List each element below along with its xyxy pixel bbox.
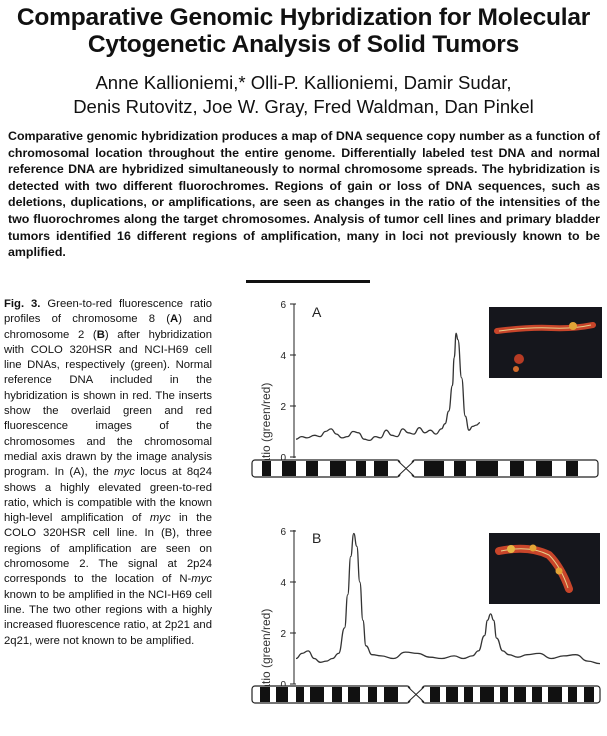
section-divider <box>246 280 370 283</box>
caption-text: in the COLO 320HSR cell line. In (B), th… <box>4 512 212 586</box>
chromosome-fragment <box>514 354 524 364</box>
chromosome-band <box>446 687 458 702</box>
y-tick-label: 6 <box>280 300 286 311</box>
chromosome-band <box>282 461 296 476</box>
chromosome-band <box>514 687 526 702</box>
y-tick-label: 6 <box>280 527 286 538</box>
caption-text: locus at 8q24 shows a highly elevated gr… <box>4 466 212 525</box>
medial-axis <box>500 548 569 589</box>
centromere <box>407 686 425 703</box>
figure-caption: Fig. 3. Green-to-red fluorescence ratio … <box>4 297 212 649</box>
inset-background <box>489 533 600 604</box>
author-line-2: Denis Rutovitz, Joe W. Gray, Fred Waldma… <box>73 96 534 117</box>
chromosome-band <box>430 687 440 702</box>
chromosome-band <box>424 461 444 476</box>
chromosome-band <box>310 687 324 702</box>
ratio-line-b <box>295 532 601 665</box>
panel-b: Ratio (green/red) 6 4 2 0 B <box>251 527 601 704</box>
y-tick-label: 2 <box>280 402 286 413</box>
chromosome-band <box>476 461 498 476</box>
inset-background <box>489 307 602 378</box>
caption-gene: myc <box>114 466 135 479</box>
caption-text: ) after hybridization with COLO 320HSR a… <box>4 328 212 479</box>
y-tick-label: 0 <box>280 453 286 464</box>
chromosome-band <box>332 687 342 702</box>
chromosome-band <box>584 687 594 702</box>
caption-text: Green-to-red fluorescence ratio profiles… <box>4 298 212 326</box>
author-line-1: Anne Kallioniemi,* Olli-P. Kallioniemi, … <box>95 72 512 93</box>
amplification-signal <box>569 322 577 330</box>
chromosome-band <box>480 687 494 702</box>
paper-title: Comparative Genomic Hybridization for Mo… <box>16 4 591 58</box>
chromosome-band <box>566 461 578 476</box>
ratio-profile-figure: Ratio (green/red) 6 4 2 0 A <box>251 300 601 704</box>
chromosome-band <box>510 461 524 476</box>
chromosome-band <box>374 461 388 476</box>
panel-letter-b: B <box>312 530 321 546</box>
chromosome-band <box>536 461 552 476</box>
abstract: Comparative genomic hybridization produc… <box>8 129 600 260</box>
caption-text: known to be amplified in the NCI-H69 cel… <box>4 588 212 647</box>
centromere <box>397 460 415 477</box>
chromosome-band <box>368 687 377 702</box>
panel-a: Ratio (green/red) 6 4 2 0 A <box>251 300 599 478</box>
chromosome-band <box>276 687 288 702</box>
chromosome-2-ideogram <box>251 685 601 704</box>
chromosome-band <box>548 687 562 702</box>
chromosome-band <box>464 687 473 702</box>
chromosome-band <box>330 461 346 476</box>
chromosome-band <box>568 687 577 702</box>
y-tick-label: 4 <box>280 578 286 589</box>
ratio-line-a <box>295 332 481 442</box>
caption-panel-b: B <box>96 328 105 341</box>
amplification-signal <box>529 544 537 552</box>
chromosome-band <box>384 687 398 702</box>
fluorescence-inset-b <box>489 533 600 604</box>
y-tick-label: 4 <box>280 351 286 362</box>
chromosome-band <box>454 461 466 476</box>
caption-gene: myc <box>191 573 212 586</box>
caption-text: ) and chromosome 2 ( <box>4 313 213 341</box>
chromosome-band <box>306 461 318 476</box>
medial-axis <box>498 324 592 332</box>
chromosome-band <box>296 687 304 702</box>
fluorescence-inset-a <box>489 307 602 378</box>
chromosome-band <box>262 461 271 476</box>
chromosome-band <box>348 687 360 702</box>
y-axis-label: Ratio (green/red) <box>259 609 273 700</box>
chromosome-band <box>532 687 542 702</box>
chromosome-band <box>356 461 366 476</box>
caption-gene: myc <box>149 512 171 525</box>
author-list: Anne Kallioniemi,* Olli-P. Kallioniemi, … <box>0 71 607 119</box>
chromosome-band <box>500 687 508 702</box>
panel-letter-a: A <box>312 304 322 320</box>
caption-label: Fig. 3. <box>4 298 41 310</box>
amplification-signal <box>555 567 563 575</box>
y-axis-label: Ratio (green/red) <box>259 383 273 474</box>
caption-panel-a: A <box>170 313 179 326</box>
amplification-signal <box>507 545 515 553</box>
chromosome-band <box>260 687 270 702</box>
chromosome-8-ideogram <box>251 459 599 478</box>
y-tick-label: 2 <box>280 629 286 640</box>
chromosome-fragment <box>513 366 519 372</box>
